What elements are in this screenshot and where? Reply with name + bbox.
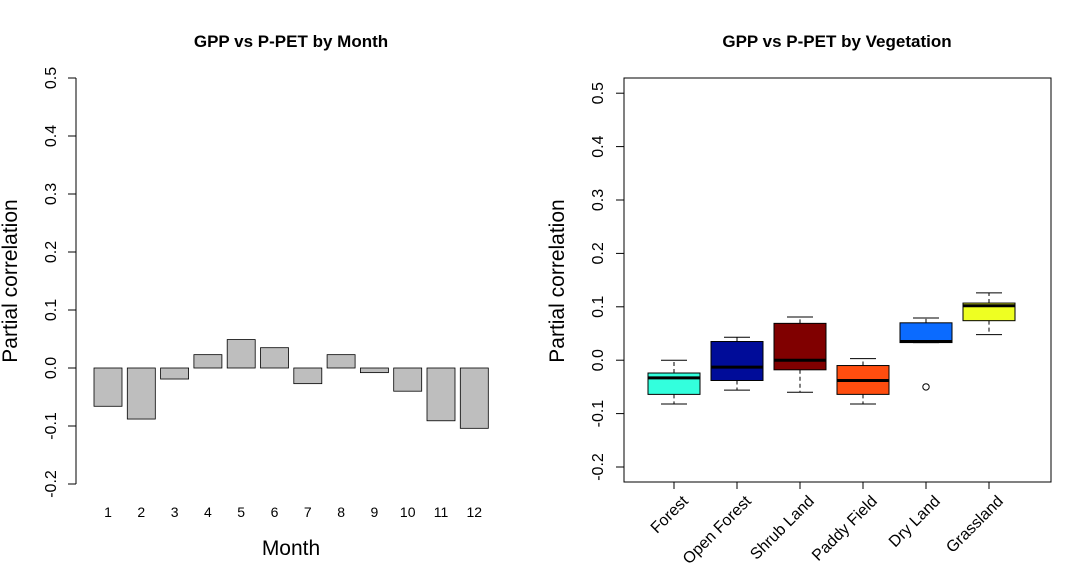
bar <box>293 367 323 385</box>
y-tick-label: 0.3 <box>43 183 60 205</box>
x-tick-label: 4 <box>204 504 212 520</box>
box-dry-land <box>899 317 953 391</box>
vegetation-box-plot: GPP vs P-PET by Vegetation -0.2 -0.1 0.0 0.… <box>546 32 1052 568</box>
x-tick-label: Open Forest <box>680 492 755 567</box>
y-tick-label: 0.3 <box>590 189 607 211</box>
y-tick-label: 0.0 <box>43 357 60 379</box>
bar <box>459 367 489 429</box>
x-tick-label: 11 <box>434 504 449 520</box>
bar <box>326 354 356 369</box>
x-tick-label: 9 <box>371 504 379 520</box>
box-body <box>710 341 764 381</box>
x-tick-label: 10 <box>400 504 416 520</box>
x-tick-label: Paddy Field <box>809 493 881 565</box>
y-tick-label: 0.2 <box>590 242 607 264</box>
month-bar-chart: GPP vs P-PET by Month -0.2 -0.1 0.0 0.1 0.2 0… <box>0 32 489 560</box>
plot-frame <box>623 77 1052 483</box>
bar <box>93 367 123 407</box>
x-tick-label: Forest <box>648 492 692 536</box>
y-tick-label: -0.2 <box>43 470 60 498</box>
y-tick-label: 0.1 <box>590 296 607 318</box>
y-tick-label: -0.2 <box>590 453 607 481</box>
chart-title: GPP vs P-PET by Vegetation <box>722 32 951 51</box>
bar <box>393 367 423 392</box>
box-body <box>647 372 701 395</box>
x-tick-label: 12 <box>467 504 483 520</box>
box-grassland <box>962 292 1016 336</box>
outlier-point <box>922 383 930 391</box>
bar <box>260 347 289 369</box>
box-shrub-land <box>773 316 827 393</box>
y-tick-label: 0.5 <box>43 67 60 89</box>
box-body <box>773 322 827 371</box>
y-tick-label: 0.5 <box>590 82 607 104</box>
y-axis-label: Partial correlation <box>0 199 22 362</box>
box-body <box>962 302 1016 322</box>
y-tick-label: 0.2 <box>43 241 60 263</box>
x-tick-label: Grassland <box>943 493 1007 557</box>
box-body <box>899 322 953 344</box>
x-axis-label: Month <box>262 537 320 560</box>
x-tick-label: 8 <box>337 504 345 520</box>
y-tick-label: 0.1 <box>43 299 60 321</box>
box-forest <box>647 359 701 405</box>
x-tick-label: 5 <box>237 504 245 520</box>
bar <box>126 367 156 420</box>
x-tick-label: 7 <box>304 504 312 520</box>
box-open-forest <box>710 336 764 391</box>
x-tick-label: 6 <box>271 504 279 520</box>
x-tick-label: Shrub Land <box>747 493 818 564</box>
y-tick-label: -0.1 <box>590 400 607 428</box>
box-paddy-field <box>836 358 890 405</box>
x-tick-label: 3 <box>171 504 179 520</box>
y-tick-label: 0.4 <box>43 125 60 147</box>
bar <box>193 354 223 369</box>
x-tick-label: Dry Land <box>886 493 944 551</box>
y-axis-label: Partial correlation <box>546 199 569 362</box>
y-tick-label: -0.1 <box>43 412 60 440</box>
y-axis-ticks: -0.2 -0.1 0.0 0.1 0.2 0.3 0.4 0.5 <box>590 82 624 481</box>
y-tick-label: 0.0 <box>590 349 607 371</box>
bar <box>426 367 456 422</box>
x-tick-label: 2 <box>137 504 145 520</box>
y-axis-ticks: -0.2 -0.1 0.0 0.1 0.2 0.3 0.4 0.5 <box>43 67 76 498</box>
bar <box>359 367 389 374</box>
boxes <box>647 292 1016 405</box>
bars <box>93 339 489 429</box>
chart-title: GPP vs P-PET by Month <box>194 32 388 51</box>
bar <box>160 367 190 380</box>
y-tick-label: 0.4 <box>590 135 607 157</box>
x-tick-label: 1 <box>104 504 112 520</box>
x-axis-tick-labels: 1 2 3 4 5 6 7 8 9 10 11 12 <box>104 504 482 520</box>
bar <box>226 339 256 369</box>
